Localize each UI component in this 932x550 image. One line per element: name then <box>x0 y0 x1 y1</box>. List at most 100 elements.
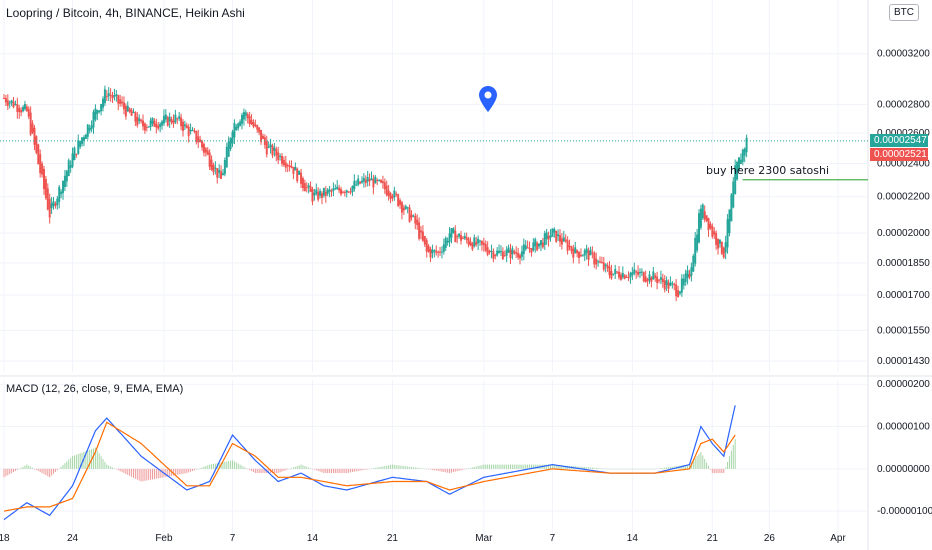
macd-histogram-bar <box>178 468 180 475</box>
macd-histogram-bar <box>723 468 725 474</box>
macd-histogram-bar <box>32 467 34 469</box>
macd-histogram-bar <box>426 468 428 470</box>
candle-body <box>60 191 63 195</box>
macd-histogram-bar <box>727 461 729 469</box>
candle-body <box>134 112 137 122</box>
candle-body <box>391 196 394 199</box>
candle-body <box>218 169 221 173</box>
macd-histogram-bar <box>35 468 37 470</box>
macd-histogram-bar <box>24 465 26 469</box>
candle-body <box>258 127 261 133</box>
macd-histogram-bar <box>443 468 445 473</box>
candle-body <box>429 248 432 258</box>
macd-histogram-bar <box>54 468 56 473</box>
candle-body <box>227 141 230 157</box>
candle-body <box>387 190 390 196</box>
candle-body <box>22 106 25 112</box>
candle-body <box>562 237 565 242</box>
macd-histogram-bar <box>553 464 555 469</box>
macd-histogram-bar <box>578 466 580 469</box>
macd-histogram-bar <box>129 468 131 476</box>
macd-histogram-bar <box>287 468 289 470</box>
candle-body <box>69 165 72 169</box>
candle-body <box>480 240 483 245</box>
macd-histogram-bar <box>230 460 232 469</box>
candle-body <box>241 115 244 124</box>
macd-histogram-bar <box>5 468 7 477</box>
candle-body <box>303 183 306 192</box>
macd-histogram-bar <box>296 466 298 469</box>
macd-histogram-bar <box>89 449 91 469</box>
candle-body <box>128 108 131 112</box>
macd-histogram-bar <box>471 467 473 469</box>
candle-body <box>77 140 80 154</box>
macd-histogram-bar <box>289 468 291 470</box>
macd-histogram-bar <box>430 468 432 470</box>
macd-histogram-bar <box>669 466 671 469</box>
candle-body <box>739 159 742 164</box>
macd-histogram-bar <box>47 468 49 477</box>
candle-body <box>88 127 91 131</box>
macd-histogram-bar <box>123 468 125 474</box>
candle-body <box>410 214 413 218</box>
macd-histogram-bar <box>502 464 504 469</box>
macd-histogram-bar <box>692 460 694 469</box>
candle-body <box>524 245 527 250</box>
candle-body <box>181 121 184 131</box>
candle-body <box>109 94 112 96</box>
candle-body <box>536 242 539 251</box>
price-tick-label: 0.00001430 <box>877 356 930 367</box>
candle-body <box>284 162 287 168</box>
candle-body <box>404 206 407 209</box>
macd-histogram-bar <box>321 468 323 473</box>
macd-histogram-bar <box>645 468 647 470</box>
macd-histogram-bar <box>51 468 53 476</box>
candle-body <box>248 116 251 124</box>
currency-button[interactable]: BTC <box>889 4 919 21</box>
candle-body <box>202 144 205 153</box>
candle-body <box>515 252 518 254</box>
macd-histogram-bar <box>169 468 171 477</box>
macd-histogram-bar <box>485 464 487 469</box>
time-tick-label: 14 <box>627 533 639 544</box>
macd-histogram-bar <box>475 466 477 469</box>
candle-body <box>488 251 491 253</box>
macd-histogram-bar <box>523 464 525 469</box>
time-tick-label: 21 <box>387 533 399 544</box>
macd-histogram-bar <box>390 464 392 469</box>
macd-histogram-bar <box>334 468 336 474</box>
candle-body <box>4 97 7 103</box>
macd-histogram-bar <box>420 468 422 469</box>
macd-histogram-bar <box>397 465 399 469</box>
candle-body <box>334 188 337 190</box>
time-tick-label: 24 <box>67 533 79 544</box>
macd-histogram-bar <box>536 464 538 469</box>
macd-histogram-bar <box>439 468 441 472</box>
chart-title: Loopring / Bitcoin, 4h, BINANCE, Heikin … <box>6 6 245 20</box>
macd-histogram-bar <box>98 453 100 469</box>
macd-histogram-bar <box>192 468 194 471</box>
candle-body <box>454 230 457 243</box>
candle-body <box>618 271 621 278</box>
macd-indicator-title[interactable]: MACD (12, 26, close, 9, EMA, EMA) <box>6 383 184 395</box>
price-tick-label: 0.00002600 <box>877 128 930 139</box>
candle-body <box>673 283 676 286</box>
candle-body <box>225 146 228 168</box>
candle-body <box>734 165 737 195</box>
macd-histogram-bar <box>728 456 730 469</box>
candle-body <box>669 282 672 286</box>
annotation-text[interactable]: buy here 2300 satoshi <box>706 164 830 177</box>
candle-body <box>10 100 13 103</box>
price-tick-label: 0.00001850 <box>877 258 930 269</box>
location-pin-icon[interactable] <box>479 86 497 117</box>
macd-histogram-bar <box>616 468 618 470</box>
macd-histogram-bar <box>435 468 437 471</box>
candle-body <box>696 234 699 251</box>
candle-body <box>600 261 603 263</box>
candle-body <box>602 262 605 270</box>
macd-histogram-bar <box>599 468 601 469</box>
macd-histogram-bar <box>628 468 630 470</box>
price-tick-label: 0.00002400 <box>877 159 930 170</box>
candle-body <box>16 104 19 112</box>
